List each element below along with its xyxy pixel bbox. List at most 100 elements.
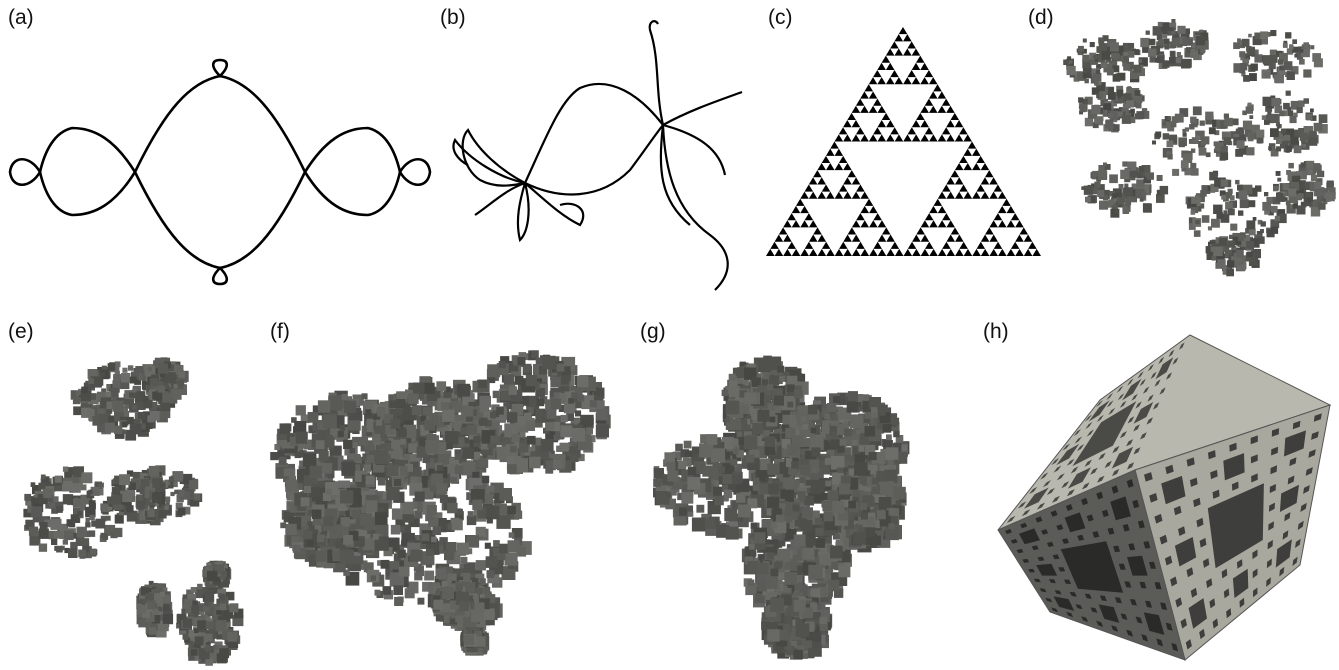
- cube-piece: [1215, 254, 1225, 263]
- triangle: [856, 184, 865, 192]
- cube-piece: [1148, 38, 1156, 46]
- cube-piece: [349, 448, 355, 454]
- cube-piece: [1223, 113, 1229, 119]
- cube-piece: [1270, 205, 1278, 213]
- triangle: [843, 191, 852, 199]
- cube-piece: [457, 383, 471, 397]
- cube-piece: [417, 501, 428, 513]
- cube-piece: [124, 402, 131, 409]
- cube-piece: [1249, 73, 1257, 81]
- cube-piece: [496, 407, 504, 415]
- triangle: [941, 127, 951, 135]
- panel-label: (g): [640, 320, 666, 343]
- triangle: [911, 48, 921, 56]
- cube-piece: [157, 381, 164, 388]
- cube-piece: [441, 402, 450, 411]
- cube-piece: [296, 469, 308, 481]
- cube-piece: [177, 379, 184, 387]
- cube-piece: [1122, 48, 1130, 56]
- cube-piece: [1215, 237, 1222, 244]
- cube-piece: [1161, 32, 1168, 39]
- cube-piece: [1294, 53, 1299, 58]
- cube-piece: [460, 427, 469, 435]
- cube-piece: [507, 464, 517, 474]
- cube-piece: [1130, 70, 1139, 79]
- cube-piece: [467, 511, 474, 517]
- cube-piece: [1283, 197, 1288, 202]
- triangle: [924, 69, 934, 78]
- cube-piece: [323, 516, 334, 527]
- cube-piece: [300, 414, 310, 424]
- cube-piece: [1286, 48, 1294, 55]
- cube-piece: [317, 420, 328, 430]
- cube-piece: [428, 468, 436, 476]
- cube-piece: [685, 450, 692, 458]
- cube-piece: [564, 391, 573, 400]
- triangle: [920, 62, 929, 70]
- triangle: [826, 191, 835, 199]
- cube-piece: [1292, 129, 1301, 138]
- cube-piece: [1109, 42, 1119, 52]
- cube-piece: [1104, 164, 1111, 170]
- cube-piece: [104, 524, 116, 536]
- cube-piece: [1200, 48, 1205, 54]
- cube-piece: [38, 516, 48, 526]
- cube-piece: [1190, 162, 1197, 169]
- cube-piece: [410, 461, 419, 470]
- cube-piece: [1316, 170, 1324, 178]
- cube-piece: [1143, 176, 1151, 184]
- cube-piece: [91, 520, 98, 527]
- cube-piece: [1112, 193, 1118, 199]
- cube-piece: [85, 522, 91, 528]
- cube-piece: [1122, 103, 1128, 109]
- cube-piece: [221, 571, 228, 578]
- cube-piece: [328, 472, 334, 479]
- cube-piece: [1140, 37, 1150, 48]
- cube-piece: [188, 629, 197, 638]
- cube-piece: [1117, 72, 1126, 81]
- cube-piece: [1133, 94, 1143, 104]
- cube-piece: [102, 408, 108, 414]
- cube-piece: [480, 441, 489, 450]
- triangle: [946, 177, 955, 185]
- cube-piece: [142, 610, 150, 618]
- cube-piece: [478, 379, 487, 388]
- cube-piece: [191, 606, 200, 614]
- triangle: [924, 127, 934, 135]
- triangle: [903, 48, 912, 56]
- cube-piece: [1129, 88, 1140, 98]
- cube-piece: [333, 551, 343, 561]
- cube-piece: [1242, 120, 1253, 130]
- cube-piece: [106, 401, 115, 410]
- cube-piece: [1296, 205, 1306, 215]
- cube-piece: [86, 490, 95, 499]
- cube-piece: [1281, 110, 1288, 117]
- cube-piece: [504, 423, 519, 438]
- cube-piece: [744, 367, 757, 380]
- cube-piece: [83, 382, 92, 390]
- cube-piece: [1164, 38, 1170, 45]
- cube-piece: [205, 604, 215, 615]
- cube-piece: [1209, 171, 1218, 181]
- cube-piece: [90, 486, 100, 496]
- cube-piece: [1302, 144, 1306, 148]
- cube-piece: [1169, 56, 1176, 64]
- triangle: [959, 184, 968, 192]
- cube-piece: [337, 431, 344, 438]
- cube-piece: [1304, 198, 1312, 207]
- cube-piece: [1264, 119, 1270, 125]
- triangle: [946, 234, 956, 242]
- triangle: [985, 227, 994, 235]
- triangle: [955, 248, 964, 256]
- cube-piece: [147, 587, 153, 593]
- cube-piece: [130, 478, 142, 490]
- triangle: [890, 69, 899, 78]
- cube-piece: [1094, 181, 1101, 188]
- cube-piece: [96, 391, 107, 402]
- triangle: [808, 177, 818, 185]
- cube-piece: [78, 549, 86, 558]
- cube-piece: [182, 491, 191, 500]
- cube-piece: [488, 485, 495, 492]
- triangle: [954, 191, 964, 199]
